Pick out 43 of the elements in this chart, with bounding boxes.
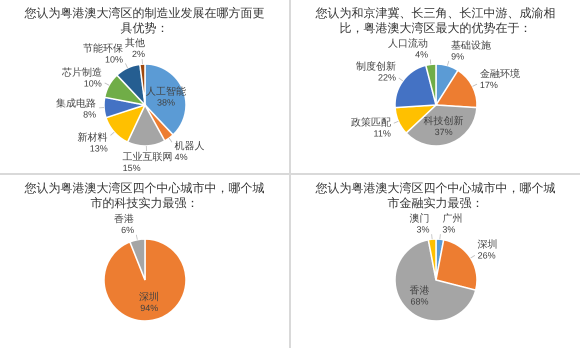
slice-label: 制度创新 (356, 60, 396, 72)
data-label: 4% (174, 152, 188, 162)
slice-label: 节能环保 (82, 42, 123, 54)
slice-label: 新材料 (78, 132, 108, 144)
data-label: 68% (410, 296, 429, 306)
slice-label: 金融环境 (480, 68, 520, 80)
data-label: 15% (122, 162, 141, 173)
chart-title: 您认为粤港澳大湾区的制造业发展在哪方面更具优势： (24, 6, 266, 36)
slice-label: 其他 (124, 37, 145, 50)
slice-label: 香港 (410, 284, 430, 296)
data-label: 94% (140, 303, 158, 314)
slice-label: 澳门 (410, 212, 430, 224)
slice-label: 深圳 (139, 291, 160, 304)
data-label: 26% (478, 250, 496, 260)
slice-label: 香港 (114, 213, 134, 226)
data-label: 11% (374, 128, 391, 139)
chart-title: 您认为粤港澳大湾区四个中心城市中，哪个城市的科技实力最强： (24, 181, 266, 211)
data-label: 8% (83, 110, 96, 120)
data-label: 10% (84, 78, 102, 89)
data-label: 38% (156, 98, 175, 108)
data-label: 3% (442, 224, 456, 234)
slice-label: 芯片制造 (60, 66, 102, 79)
slice-label: 基础设施 (451, 39, 492, 52)
slice-label: 深圳 (478, 238, 498, 250)
data-label: 2% (132, 49, 145, 60)
slice-label: 广州 (442, 212, 462, 224)
data-label: 10% (104, 54, 123, 64)
data-label: 13% (90, 144, 108, 154)
slice-label: 工业互联网 (122, 150, 173, 163)
slice-label: 集成电路 (56, 98, 96, 110)
data-label: 3% (416, 224, 430, 234)
chart-title: 您认为粤港澳大湾区四个中心城市中，哪个城市金融实力最强： (314, 181, 556, 211)
data-label: 37% (434, 127, 453, 138)
data-label: 9% (451, 51, 464, 62)
data-label: 22% (378, 72, 396, 82)
slice-label: 机器人 (174, 140, 205, 152)
data-label: 4% (415, 49, 428, 60)
chart-title: 您认为和京津冀、长三角、长江中游、成渝相比，粤港澳大湾区最大的优势在于： (314, 6, 556, 36)
slice-label: 科技创新 (424, 115, 464, 128)
data-label: 6% (121, 225, 134, 236)
slice-label: 政策匹配 (350, 116, 391, 129)
slice-label: 人口流动 (388, 37, 428, 50)
data-label: 17% (480, 80, 498, 90)
